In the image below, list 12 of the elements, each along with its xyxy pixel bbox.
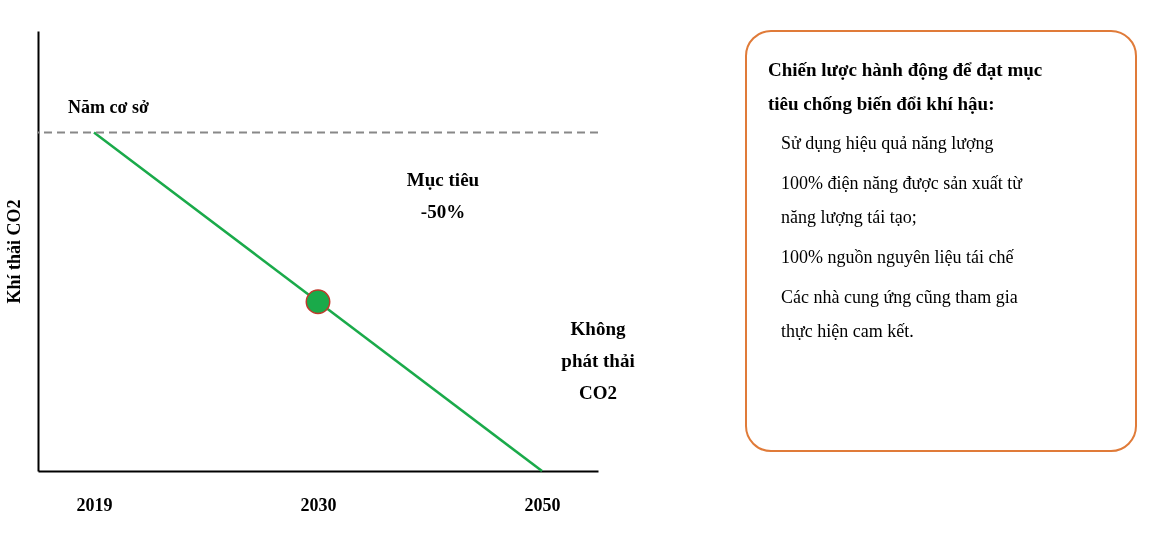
- text: 100% nguồn nguyên liệu tái chế: [781, 247, 1015, 267]
- annotation: Mục tiêu -50%: [406, 169, 480, 222]
- text: 100% điện năng được sản xuất từ năng lượng tái tạo;: [781, 173, 1024, 227]
- y-axis-title: Khí thải CO2: [3, 199, 24, 304]
- text: Chiến lược hành động để đạt mục tiêu chống biến đổi khí hậu:: [768, 59, 1043, 114]
- text: Sử dụng hiệu quả năng lượng: [781, 133, 994, 153]
- x-tick-label: 2019: [76, 494, 113, 515]
- x-tick-label: 2050: [524, 494, 561, 515]
- ref-line-label: Năm cơ sở: [68, 96, 149, 117]
- annotation: Không phát thải CO2: [561, 318, 635, 403]
- x-tick-label: 2030: [300, 494, 337, 515]
- text: Các nhà cung ứng cũng tham gia thực hiện cam kết.: [781, 287, 1018, 341]
